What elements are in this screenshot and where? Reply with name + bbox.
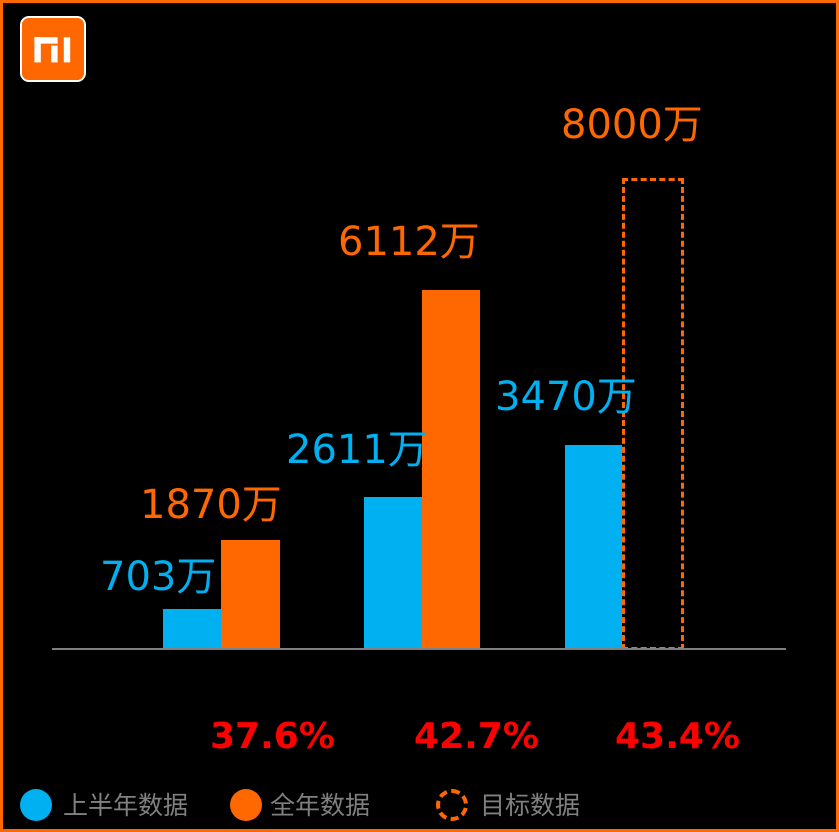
legend-swatch-full-year [230, 789, 262, 821]
growth-percent-group2: 42.7% [414, 716, 539, 757]
value-label-703: 703万 [100, 554, 217, 600]
value-label-8000-target: 8000万 [561, 102, 703, 148]
bar-first-half-group2 [364, 497, 422, 650]
bar-first-half-group3 [565, 445, 622, 650]
value-label-1870: 1870万 [140, 482, 282, 528]
x-axis-line [52, 648, 786, 650]
mi-glyph [22, 18, 84, 80]
growth-percent-group1: 37.6% [210, 716, 335, 757]
legend-label-target: 目标数据 [480, 791, 581, 820]
xiaomi-mi-logo-icon [20, 16, 86, 82]
legend-label-full-year: 全年数据 [270, 791, 371, 820]
value-label-6112: 6112万 [338, 219, 480, 265]
legend-label-first-half: 上半年数据 [63, 791, 189, 820]
bar-full-year-group1 [221, 540, 280, 650]
value-label-2611: 2611万 [286, 427, 428, 473]
legend-swatch-first-half [20, 789, 52, 821]
bar-first-half-group1 [163, 609, 221, 650]
bar-full-year-group2 [422, 290, 480, 650]
value-label-3470: 3470万 [495, 374, 637, 420]
legend-swatch-target-dashed [436, 789, 468, 821]
growth-percent-group3: 43.4% [615, 716, 740, 757]
